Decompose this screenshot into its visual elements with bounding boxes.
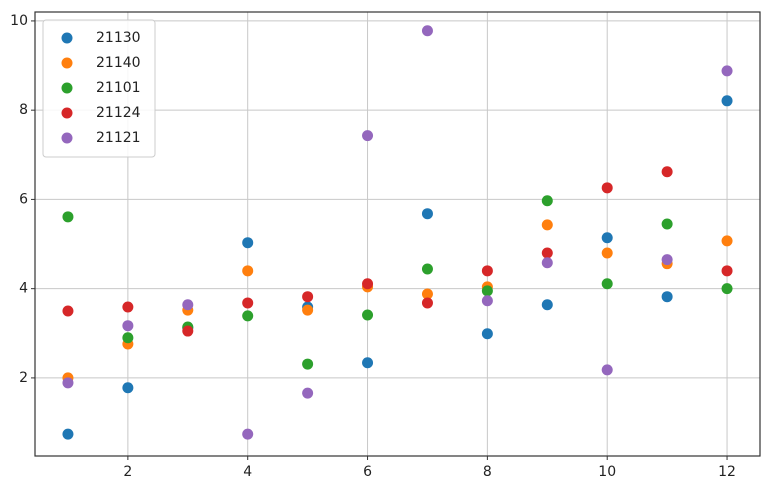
data-point <box>721 95 733 107</box>
data-point <box>302 358 314 370</box>
data-point <box>182 325 194 337</box>
data-point <box>302 291 314 303</box>
data-point <box>661 166 673 178</box>
y-tick-label: 8 <box>19 102 28 118</box>
data-point <box>481 295 493 307</box>
x-tick-label: 4 <box>243 464 252 480</box>
plot-frame <box>34 11 761 457</box>
x-tick-label: 2 <box>123 464 132 480</box>
data-point <box>601 278 613 290</box>
data-point <box>362 278 374 290</box>
data-point <box>661 254 673 266</box>
data-point <box>362 309 374 321</box>
data-point <box>481 265 493 277</box>
data-point <box>421 25 433 37</box>
legend-label: 21121 <box>96 130 141 146</box>
data-point <box>661 218 673 230</box>
y-tick-label: 4 <box>19 281 28 297</box>
legend: 21130 21140 21101 21124 21121 <box>42 19 156 158</box>
legend-label: 21124 <box>96 105 141 121</box>
data-point <box>601 247 613 259</box>
data-point <box>62 211 74 223</box>
data-point <box>122 332 134 344</box>
data-point <box>541 299 553 311</box>
legend-box <box>42 19 156 158</box>
data-point <box>242 297 254 309</box>
data-point <box>182 299 194 311</box>
y-tick-label: 6 <box>19 191 28 207</box>
legend-label: 21140 <box>96 55 141 71</box>
data-point <box>601 182 613 194</box>
data-point <box>122 320 134 332</box>
data-point <box>122 301 134 313</box>
legend-marker <box>61 82 73 94</box>
data-point <box>362 130 374 142</box>
data-point <box>541 219 553 231</box>
legend-marker <box>61 132 73 144</box>
data-point <box>242 428 254 440</box>
y-tick-label: 10 <box>10 13 28 29</box>
data-point <box>481 328 493 340</box>
legend-marker <box>61 57 73 69</box>
x-tick-label: 12 <box>718 464 736 480</box>
data-point <box>62 428 74 440</box>
data-point <box>481 285 493 297</box>
data-point <box>242 310 254 322</box>
legend-marker <box>61 32 73 44</box>
data-point <box>62 305 74 317</box>
y-tick-label: 2 <box>19 370 28 386</box>
data-point <box>122 382 134 394</box>
data-point <box>302 387 314 399</box>
data-point <box>721 235 733 247</box>
data-point <box>541 247 553 259</box>
data-point <box>242 237 254 249</box>
data-point <box>302 304 314 316</box>
legend-label: 21101 <box>96 80 141 96</box>
x-tick-label: 6 <box>363 464 372 480</box>
data-point <box>661 291 673 303</box>
data-point <box>421 208 433 220</box>
data-point <box>721 65 733 77</box>
data-point <box>721 265 733 277</box>
data-point <box>541 257 553 269</box>
data-point <box>421 288 433 300</box>
data-point <box>62 377 74 389</box>
data-point <box>601 364 613 376</box>
x-tick-label: 10 <box>598 464 616 480</box>
data-point <box>242 265 254 277</box>
x-tick-label: 8 <box>483 464 492 480</box>
data-point <box>421 263 433 275</box>
data-point <box>541 195 553 207</box>
legend-label: 21130 <box>96 30 141 46</box>
data-point <box>721 283 733 295</box>
data-point <box>362 357 374 369</box>
data-point <box>421 297 433 309</box>
legend-marker <box>61 107 73 119</box>
data-point <box>601 232 613 244</box>
